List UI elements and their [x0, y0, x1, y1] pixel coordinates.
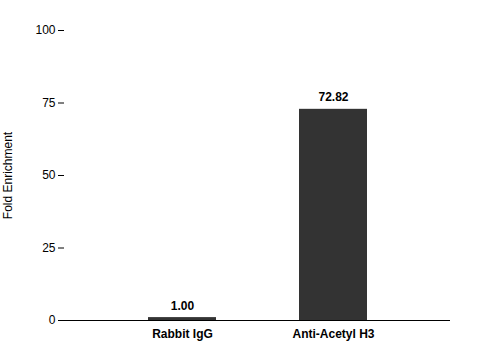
svg-text:50: 50 [42, 168, 56, 182]
svg-text:0: 0 [49, 313, 56, 327]
svg-text:1.00: 1.00 [171, 299, 195, 313]
svg-text:75: 75 [42, 96, 56, 110]
svg-text:Anti-Acetyl H3: Anti-Acetyl H3 [292, 327, 374, 341]
svg-text:25: 25 [42, 241, 56, 255]
svg-text:100: 100 [35, 23, 55, 37]
svg-text:Rabbit IgG: Rabbit IgG [152, 327, 213, 341]
svg-text:Fold Enrichment: Fold Enrichment [1, 131, 15, 219]
svg-text:72.82: 72.82 [318, 90, 348, 104]
